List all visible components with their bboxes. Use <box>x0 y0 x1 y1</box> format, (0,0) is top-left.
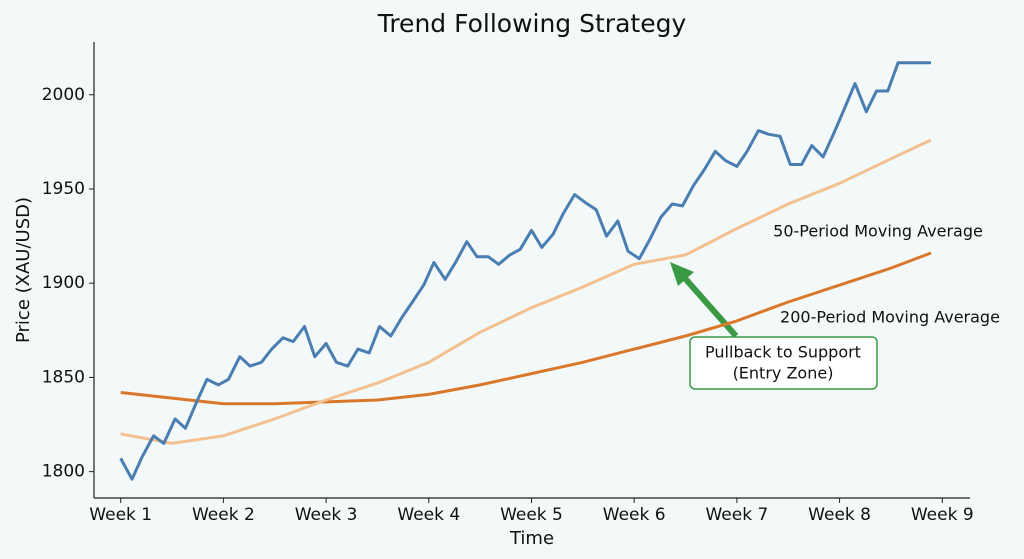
series-label: 200-Period Moving Average <box>780 308 1000 327</box>
y-tick-label: 1850 <box>42 367 85 387</box>
y-tick-label: 1900 <box>42 273 85 293</box>
annotation-text: (Entry Zone) <box>733 364 834 383</box>
y-tick-label: 1800 <box>42 462 85 482</box>
x-tick-label: Week 5 <box>500 505 563 525</box>
annotation-arrowhead <box>670 262 694 286</box>
line-series <box>119 61 931 481</box>
chart-title: Trend Following Strategy <box>377 9 687 38</box>
annotation-box <box>689 336 878 390</box>
x-tick-label: Week 1 <box>89 505 152 525</box>
x-tick-label: Week 7 <box>705 505 768 525</box>
x-tick-label: Week 6 <box>603 505 666 525</box>
x-tick-label: Week 3 <box>295 505 358 525</box>
x-tick-label: Week 2 <box>192 505 255 525</box>
series-label: 50-Period Moving Average <box>773 222 983 241</box>
y-tick-label: 1950 <box>42 179 85 199</box>
x-tick-label: Week 9 <box>911 505 974 525</box>
annotation-text: Pullback to Support <box>705 343 861 362</box>
x-tick-label: Week 8 <box>808 505 871 525</box>
line-series <box>120 251 932 406</box>
annotation-arrow <box>679 273 739 338</box>
x-axis-label: Time <box>509 528 554 549</box>
x-tick-label: Week 4 <box>397 505 460 525</box>
y-axis-label: Price (XAU/USD) <box>13 197 34 343</box>
y-tick-label: 2000 <box>42 85 85 105</box>
line-series <box>120 138 932 445</box>
